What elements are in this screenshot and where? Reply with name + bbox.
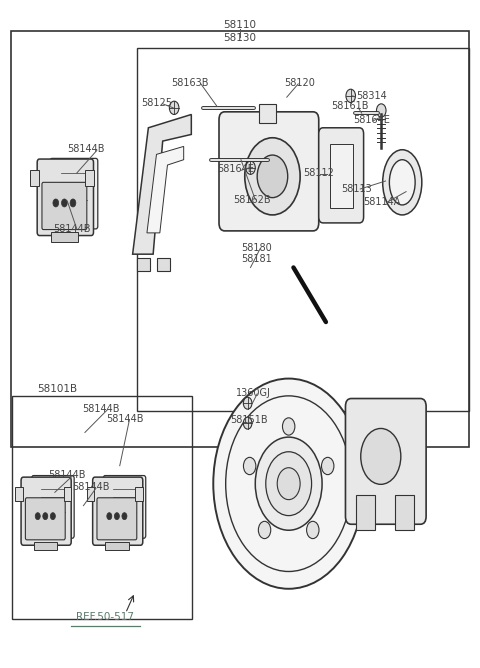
Text: 58144B: 58144B bbox=[106, 414, 143, 424]
Text: 58164E: 58164E bbox=[217, 164, 253, 174]
FancyBboxPatch shape bbox=[346, 399, 426, 524]
Circle shape bbox=[243, 417, 252, 429]
FancyBboxPatch shape bbox=[97, 498, 137, 540]
Bar bbox=[137, 48, 469, 411]
Bar bbox=[259, 104, 276, 123]
Text: 58164E: 58164E bbox=[353, 115, 390, 125]
Text: 1360GJ: 1360GJ bbox=[236, 387, 271, 397]
Circle shape bbox=[243, 458, 256, 475]
Bar bbox=[105, 542, 129, 550]
Text: REF.50-517: REF.50-517 bbox=[76, 613, 134, 623]
Circle shape bbox=[169, 101, 179, 114]
Bar bbox=[30, 170, 38, 186]
Text: 58144B: 58144B bbox=[68, 144, 105, 154]
Circle shape bbox=[43, 512, 48, 520]
FancyBboxPatch shape bbox=[103, 476, 146, 538]
Text: 58144B: 58144B bbox=[53, 224, 91, 234]
Bar bbox=[12, 396, 192, 619]
Circle shape bbox=[70, 199, 76, 207]
Circle shape bbox=[246, 161, 255, 174]
FancyBboxPatch shape bbox=[37, 159, 94, 236]
Circle shape bbox=[245, 138, 300, 215]
Text: 58110: 58110 bbox=[224, 19, 256, 29]
Text: 58144B: 58144B bbox=[48, 470, 86, 480]
Bar bbox=[157, 258, 170, 271]
Text: 58114A: 58114A bbox=[363, 197, 401, 207]
Text: 58161B: 58161B bbox=[331, 102, 369, 112]
Circle shape bbox=[266, 452, 312, 516]
Circle shape bbox=[122, 512, 127, 520]
FancyBboxPatch shape bbox=[32, 476, 74, 538]
Bar bbox=[85, 170, 94, 186]
Bar bbox=[34, 542, 57, 550]
Text: 58180: 58180 bbox=[241, 242, 272, 253]
Circle shape bbox=[35, 512, 40, 520]
Text: 58162B: 58162B bbox=[233, 194, 271, 204]
Bar bbox=[395, 495, 414, 530]
Text: 58163B: 58163B bbox=[171, 77, 209, 88]
Circle shape bbox=[107, 512, 112, 520]
Text: 58120: 58120 bbox=[284, 77, 315, 88]
Text: 58151B: 58151B bbox=[230, 415, 267, 426]
Bar bbox=[86, 487, 94, 501]
Text: 58144B: 58144B bbox=[72, 482, 110, 492]
FancyBboxPatch shape bbox=[319, 128, 364, 223]
Circle shape bbox=[346, 90, 356, 102]
Circle shape bbox=[307, 521, 319, 538]
Ellipse shape bbox=[389, 160, 415, 205]
Circle shape bbox=[50, 512, 55, 520]
Bar bbox=[137, 258, 150, 271]
FancyBboxPatch shape bbox=[21, 477, 71, 545]
Polygon shape bbox=[147, 146, 184, 233]
Text: 58101B: 58101B bbox=[37, 383, 78, 393]
Bar bbox=[330, 144, 353, 208]
Bar bbox=[15, 487, 23, 501]
Bar bbox=[64, 487, 72, 501]
Bar bbox=[11, 31, 469, 447]
Circle shape bbox=[376, 104, 386, 117]
Circle shape bbox=[213, 379, 364, 589]
FancyBboxPatch shape bbox=[93, 477, 143, 545]
Polygon shape bbox=[132, 114, 192, 254]
Circle shape bbox=[53, 199, 59, 207]
FancyBboxPatch shape bbox=[219, 112, 319, 231]
Circle shape bbox=[277, 468, 300, 500]
Bar bbox=[356, 495, 375, 530]
Circle shape bbox=[114, 512, 120, 520]
Circle shape bbox=[255, 437, 322, 530]
Circle shape bbox=[258, 521, 271, 538]
FancyBboxPatch shape bbox=[25, 498, 65, 540]
Text: 58181: 58181 bbox=[241, 255, 272, 265]
Circle shape bbox=[243, 397, 252, 409]
Text: 58144B: 58144B bbox=[82, 403, 120, 413]
Circle shape bbox=[322, 458, 334, 475]
Circle shape bbox=[257, 155, 288, 198]
Text: 58112: 58112 bbox=[303, 168, 334, 178]
Circle shape bbox=[61, 199, 67, 207]
Text: 58125: 58125 bbox=[141, 98, 172, 108]
Ellipse shape bbox=[383, 150, 422, 215]
Circle shape bbox=[282, 418, 295, 435]
FancyBboxPatch shape bbox=[50, 158, 98, 229]
Text: 58130: 58130 bbox=[224, 33, 256, 43]
Text: 58314: 58314 bbox=[356, 91, 386, 101]
Text: 58113: 58113 bbox=[342, 184, 372, 194]
Circle shape bbox=[361, 428, 401, 484]
FancyBboxPatch shape bbox=[42, 182, 87, 230]
Bar bbox=[51, 232, 78, 242]
Bar bbox=[135, 487, 143, 501]
